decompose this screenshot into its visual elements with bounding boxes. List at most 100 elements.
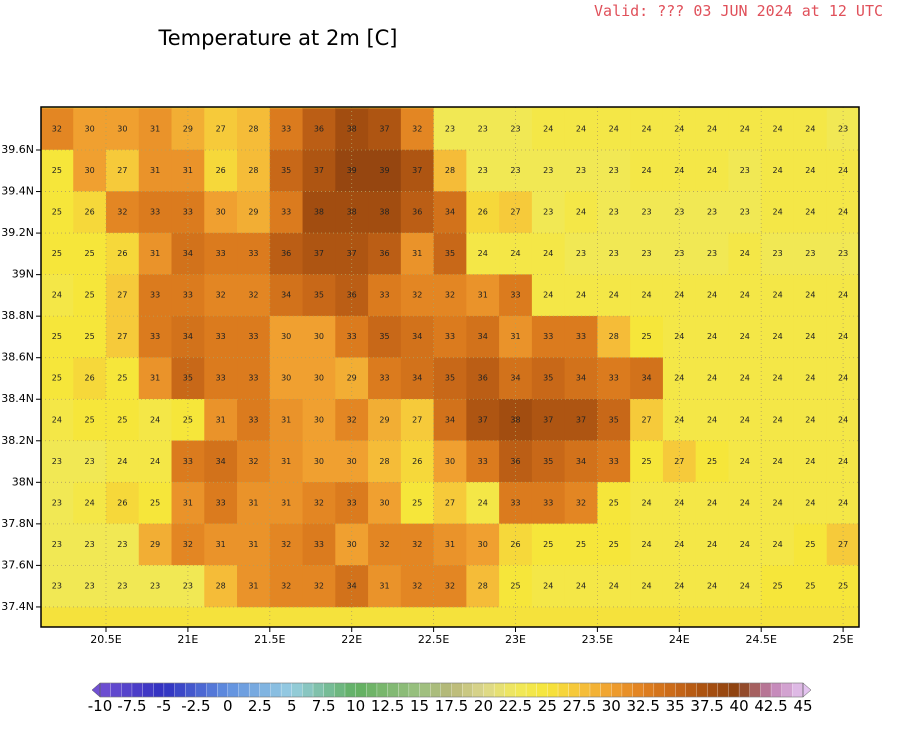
temperature-cell (630, 232, 664, 275)
temperature-cell (335, 399, 369, 442)
temperature-value: 34 (281, 291, 291, 300)
colorbar-label: 0 (223, 697, 233, 715)
temperature-cell (106, 523, 140, 566)
temperature-cell (728, 440, 762, 483)
temperature-cell (368, 565, 402, 608)
temperature-cell (433, 399, 467, 442)
temperature-cell (171, 191, 205, 234)
colorbar-cell (579, 682, 591, 698)
colorbar-cell (110, 682, 122, 698)
temperature-value: 30 (314, 415, 324, 424)
temperature-cell (826, 149, 859, 192)
temperature-value: 26 (117, 249, 127, 258)
temperature-value: 24 (674, 125, 684, 134)
colorbar-cell (227, 682, 239, 698)
temperature-cell (302, 482, 336, 525)
temperature-value: 24 (52, 415, 62, 424)
temperature-value: 24 (740, 291, 750, 300)
colorbar-cell (163, 682, 176, 698)
temperature-cell (793, 149, 828, 192)
temperature-cell (302, 191, 336, 234)
temperature-value: 36 (314, 125, 324, 134)
colorbar-cell (291, 682, 303, 698)
temperature-value: 38 (314, 208, 324, 217)
temperature-cell (728, 149, 762, 192)
temperature-cell (564, 440, 598, 483)
map-frame (40, 106, 860, 628)
temperature-cell (597, 482, 631, 525)
temperature-value: 24 (707, 332, 717, 341)
colorbar-label: 27.5 (563, 697, 596, 715)
temperature-cell (400, 315, 435, 358)
temperature-cell (564, 108, 598, 151)
temperature-value: 30 (117, 125, 127, 134)
temperature-value: 25 (52, 208, 62, 217)
temperature-cell (106, 108, 140, 151)
temperature-value: 33 (281, 125, 291, 134)
temperature-cell (335, 357, 369, 400)
temperature-cell (531, 357, 566, 400)
temperature-value: 33 (216, 374, 226, 383)
temperature-value: 25 (85, 332, 95, 341)
temperature-cell (237, 108, 271, 151)
temperature-cell (597, 357, 631, 400)
temperature-value: 25 (805, 540, 815, 549)
colorbar-cell (355, 682, 367, 698)
temperature-value: 24 (805, 374, 815, 383)
temperature-value: 35 (379, 332, 389, 341)
temperature-value: 23 (543, 208, 553, 217)
colorbar-cell (185, 682, 197, 698)
temperature-value: 24 (641, 498, 651, 507)
temperature-cell (499, 399, 533, 442)
temperature-cell (138, 191, 173, 234)
temperature-value: 25 (117, 415, 127, 424)
temperature-value: 33 (216, 332, 226, 341)
colorbar-cell (632, 682, 644, 698)
temperature-cell (269, 523, 304, 566)
temperature-cell (400, 191, 435, 234)
temperature-value: 26 (85, 374, 95, 383)
temperature-cell (630, 357, 664, 400)
temperature-cell (237, 399, 271, 442)
temperature-value: 26 (85, 208, 95, 217)
temperature-cell (433, 357, 467, 400)
temperature-cell (531, 315, 566, 358)
temperature-cell (138, 482, 173, 525)
y-tick-label: 38.8N (1, 309, 34, 322)
temperature-cell (138, 523, 173, 566)
temperature-value: 25 (609, 540, 619, 549)
temperature-cell (761, 315, 795, 358)
colorbar-cell (685, 682, 697, 698)
temperature-value: 23 (838, 249, 848, 258)
temperature-value: 24 (838, 208, 848, 217)
temperature-cell (695, 565, 729, 608)
temperature-value: 34 (445, 415, 455, 424)
temperature-cell (466, 357, 500, 400)
colorbar-cell (664, 682, 676, 698)
temperature-cell (106, 149, 140, 192)
temperature-cell (171, 523, 205, 566)
temperature-cell (433, 523, 467, 566)
temperature-value: 33 (248, 249, 258, 258)
temperature-cell (41, 357, 74, 400)
temperature-cell (761, 232, 795, 275)
temperature-value: 39 (379, 166, 389, 175)
temperature-value: 33 (543, 332, 553, 341)
temperature-cell (106, 357, 140, 400)
temperature-cell (368, 440, 402, 483)
colorbar-cell (483, 682, 495, 698)
temperature-cell (138, 108, 173, 151)
colorbar-label: 5 (287, 697, 297, 715)
temperature-value: 25 (609, 498, 619, 507)
temperature-value: 24 (772, 374, 782, 383)
temperature-value: 36 (281, 249, 291, 258)
temperature-value: 25 (543, 540, 553, 549)
temperature-cell (302, 232, 336, 275)
temperature-cell (302, 357, 336, 400)
temperature-value: 25 (52, 374, 62, 383)
temperature-value: 38 (379, 208, 389, 217)
temperature-value: 35 (314, 291, 324, 300)
temperature-value: 33 (248, 415, 258, 424)
temperature-value: 24 (838, 374, 848, 383)
temperature-value: 24 (641, 166, 651, 175)
